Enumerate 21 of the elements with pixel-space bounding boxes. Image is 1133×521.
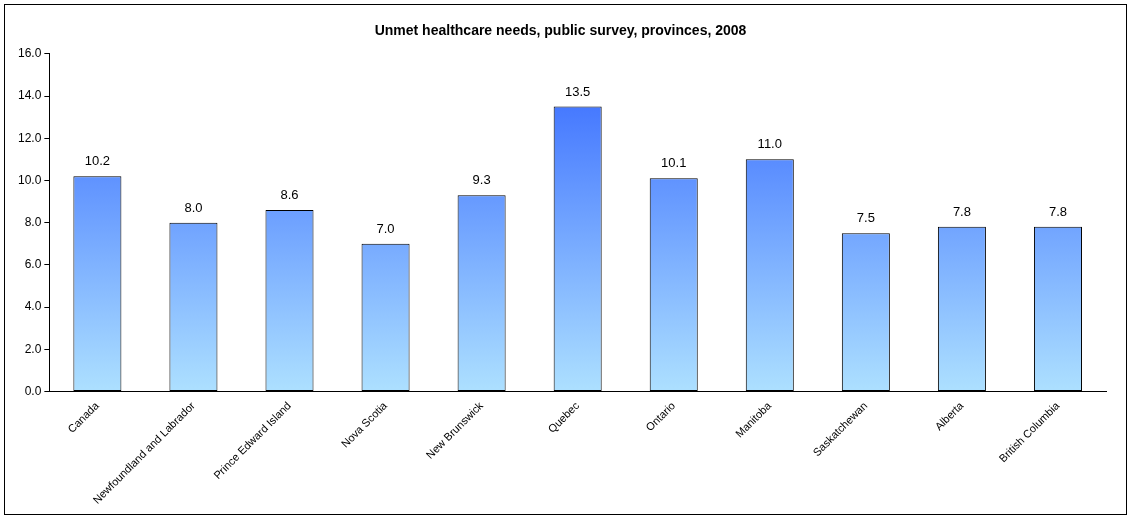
y-tick-label: 6.0 <box>24 257 42 272</box>
data-label: 9.3 <box>472 172 491 188</box>
chart-title: Unmet healthcare needs, public survey, provinces, 2008 <box>374 22 747 39</box>
data-label: 10.1 <box>661 155 687 171</box>
data-label: 7.0 <box>376 220 395 236</box>
y-tick-label: 16.0 <box>18 46 42 61</box>
y-tick-label: 12.0 <box>18 130 42 145</box>
data-label: 13.5 <box>565 83 591 99</box>
y-tick-label: 0.0 <box>24 383 42 398</box>
data-label: 11.0 <box>757 136 782 152</box>
data-label: 8.0 <box>184 199 203 215</box>
y-tick-label: 10.0 <box>18 172 42 187</box>
data-label: 7.8 <box>1048 203 1068 219</box>
data-label: 10.2 <box>84 153 111 169</box>
data-label: 7.5 <box>856 210 875 226</box>
data-label: 7.8 <box>952 203 971 219</box>
y-tick-label: 14.0 <box>18 88 42 103</box>
data-label: 8.6 <box>280 187 299 203</box>
y-tick-label: 4.0 <box>24 299 42 314</box>
y-tick-label: 8.0 <box>24 214 42 229</box>
y-tick-label: 2.0 <box>24 341 42 356</box>
